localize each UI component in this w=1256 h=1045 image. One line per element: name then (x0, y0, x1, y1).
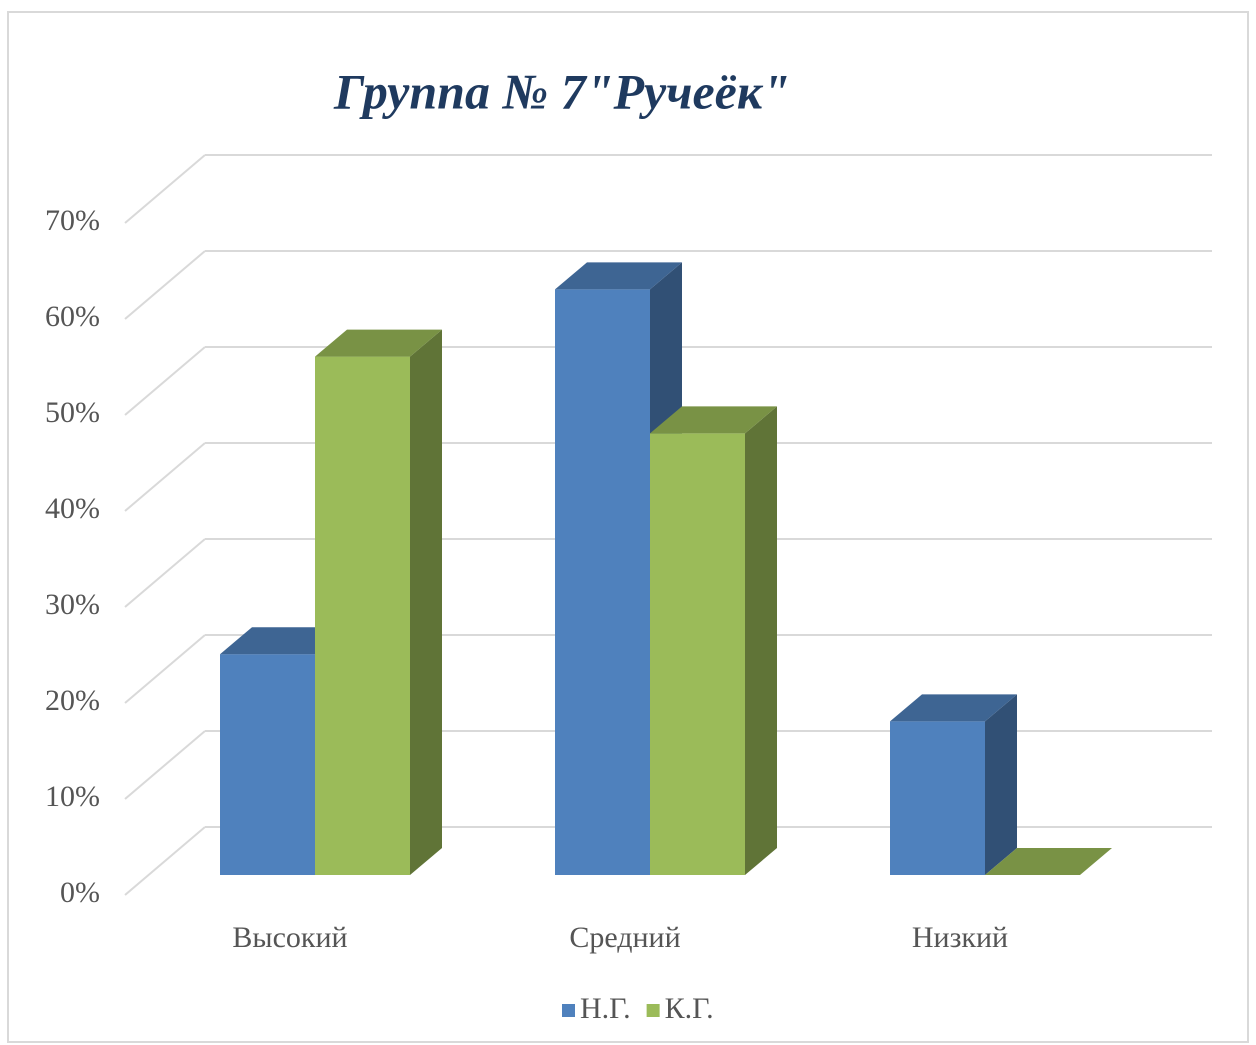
grid-line (124, 346, 206, 416)
bar-top (555, 262, 682, 290)
grid-line (124, 634, 206, 704)
y-tick-label: 40% (45, 492, 100, 525)
x-tick-label: Высокий (232, 921, 347, 954)
bar-top (985, 848, 1112, 875)
bar (555, 289, 650, 875)
legend-swatch (562, 1004, 575, 1017)
bar-top (315, 329, 442, 357)
grid-line (124, 730, 206, 800)
bar (650, 433, 745, 875)
bar-top (650, 406, 777, 434)
bar (890, 721, 985, 875)
legend-label: Н.Г. (580, 992, 631, 1025)
chart-title: Группа № 7"Ручеёк" (333, 63, 790, 119)
grid-line (124, 826, 206, 896)
grid-line (124, 154, 206, 224)
y-tick-label: 20% (45, 684, 100, 717)
grid-line (124, 250, 206, 320)
y-tick-label: 10% (45, 780, 100, 813)
y-tick-label: 0% (60, 876, 100, 909)
bar-side (410, 329, 442, 876)
grid-line (124, 442, 206, 512)
bar-side (745, 406, 777, 875)
y-tick-label: 60% (45, 300, 100, 333)
bar (220, 654, 315, 875)
y-tick-label: 30% (45, 588, 100, 621)
legend-label: К.Г. (665, 992, 714, 1025)
x-tick-label: Низкий (912, 921, 1008, 954)
x-tick-label: Средний (569, 921, 680, 954)
grid-line (124, 538, 206, 608)
bar-top (890, 694, 1017, 722)
bar-side (985, 694, 1017, 875)
legend-swatch (646, 1004, 660, 1017)
y-tick-label: 70% (45, 204, 100, 237)
y-tick-label: 50% (45, 396, 100, 429)
bar (315, 356, 410, 876)
